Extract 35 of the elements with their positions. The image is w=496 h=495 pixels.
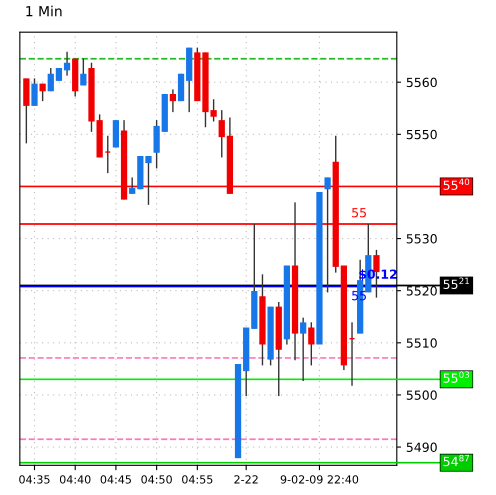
candlestick — [308, 322, 314, 366]
candlestick — [64, 52, 70, 76]
chart-title: 1 Min — [26, 6, 62, 16]
x-tick-label: 9-02-09 22:40 — [280, 475, 358, 484]
y-tick-label: 5550 — [406, 130, 437, 140]
x-tick-label: 04:50 — [141, 475, 172, 484]
candlestick — [31, 78, 38, 106]
y-tick-label: 5500 — [406, 390, 437, 400]
candlestick — [218, 110, 225, 158]
candlestick — [300, 318, 306, 382]
y-tick-label: 5490 — [406, 442, 437, 452]
ref-line-label: 55$^{21}$ — [444, 278, 469, 290]
ref-line-label: 55$^{03}$ — [444, 371, 470, 383]
annotation: 55 — [352, 208, 366, 218]
candlestick — [210, 99, 217, 122]
candlestick — [48, 68, 54, 92]
ref-line-label: 55$^{40}$ — [444, 178, 470, 190]
y-tick-label: 5530 — [406, 234, 437, 244]
candlestick — [80, 58, 86, 86]
y-tick-label: 5520 — [406, 286, 437, 296]
x-tick-label: 2-22 — [234, 475, 258, 484]
candlestick — [348, 322, 356, 386]
x-tick-label: 04:55 — [182, 475, 212, 484]
candlestick — [170, 89, 176, 112]
candlestick — [324, 177, 331, 292]
y-tick-label: 5560 — [406, 78, 437, 88]
candlestick — [145, 156, 152, 205]
candlestick — [104, 136, 111, 174]
x-tick-label: 04:35 — [19, 475, 50, 484]
candlestick — [56, 68, 62, 81]
x-tick-label: 04:45 — [100, 475, 131, 484]
candlestick — [40, 84, 46, 102]
x-tick-label: 04:40 — [60, 475, 90, 484]
ref-line-label: 54$^{87}$ — [444, 454, 470, 466]
y-tick-label: 5510 — [406, 338, 437, 348]
